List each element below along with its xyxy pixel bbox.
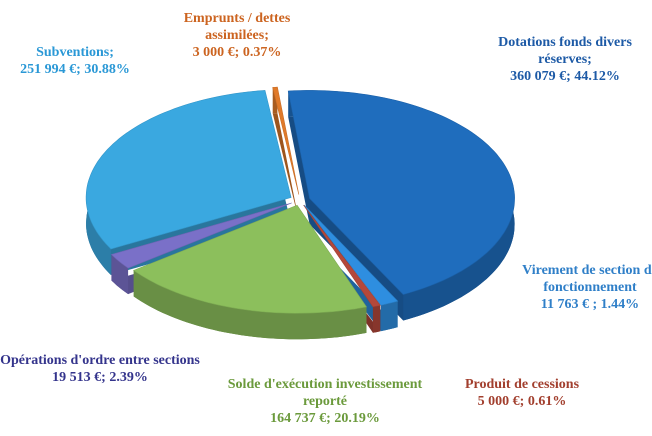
category-label: Emprunts / dettes assimilées; [183, 11, 291, 43]
slice-top [85, 90, 292, 250]
value-label: 11 763 € ; 1.44% [540, 297, 640, 312]
slice-label: Subventions; 251 994 €; 30.88% [0, 44, 155, 78]
slice-top [272, 86, 300, 195]
slice-label: Solde d'exécution investissement reporté… [220, 376, 430, 427]
value-label: 19 513 €; 2.39% [52, 370, 148, 385]
category-label: Opérations d'ordre entre sections [0, 353, 200, 368]
slice-side [372, 305, 381, 333]
slice-label: Produit de cessions 5 000 €; 0.61% [437, 376, 607, 410]
category-label: Virement de section de fonctionnement [522, 263, 652, 295]
value-label: 164 737 €; 20.19% [270, 411, 380, 426]
slice-label: Virement de section de fonctionnement 11 … [515, 262, 652, 313]
slice-side [133, 270, 367, 340]
category-label: Subventions; [36, 45, 114, 60]
slice-top [287, 90, 515, 295]
slice [287, 90, 515, 321]
slice-side [111, 254, 129, 295]
slice-top [132, 204, 368, 314]
slice [272, 86, 300, 221]
value-label: 251 994 €; 30.88% [20, 62, 130, 77]
slice-label: Emprunts / dettes assimilées; 3 000 €; 0.… [162, 10, 312, 61]
slice-label: Opérations d'ordre entre sections 19 513 … [0, 352, 205, 386]
slice-top [303, 204, 399, 306]
slice-top [110, 202, 292, 269]
slice [132, 204, 368, 340]
category-label: Dotations fonds divers réserves; [498, 35, 632, 67]
slice-top [303, 204, 381, 308]
value-label: 3 000 €; 0.37% [192, 45, 282, 60]
category-label: Produit de cessions [464, 377, 580, 392]
slice-label: Dotations fonds divers réserves; 360 079 … [485, 34, 645, 85]
value-label: 5 000 €; 0.61% [477, 394, 567, 409]
slice-base [272, 113, 299, 221]
slice-side [380, 301, 398, 332]
category-label: Solde d'exécution investissement reporté [227, 377, 423, 409]
value-label: 360 079 €; 44.12% [510, 69, 620, 84]
